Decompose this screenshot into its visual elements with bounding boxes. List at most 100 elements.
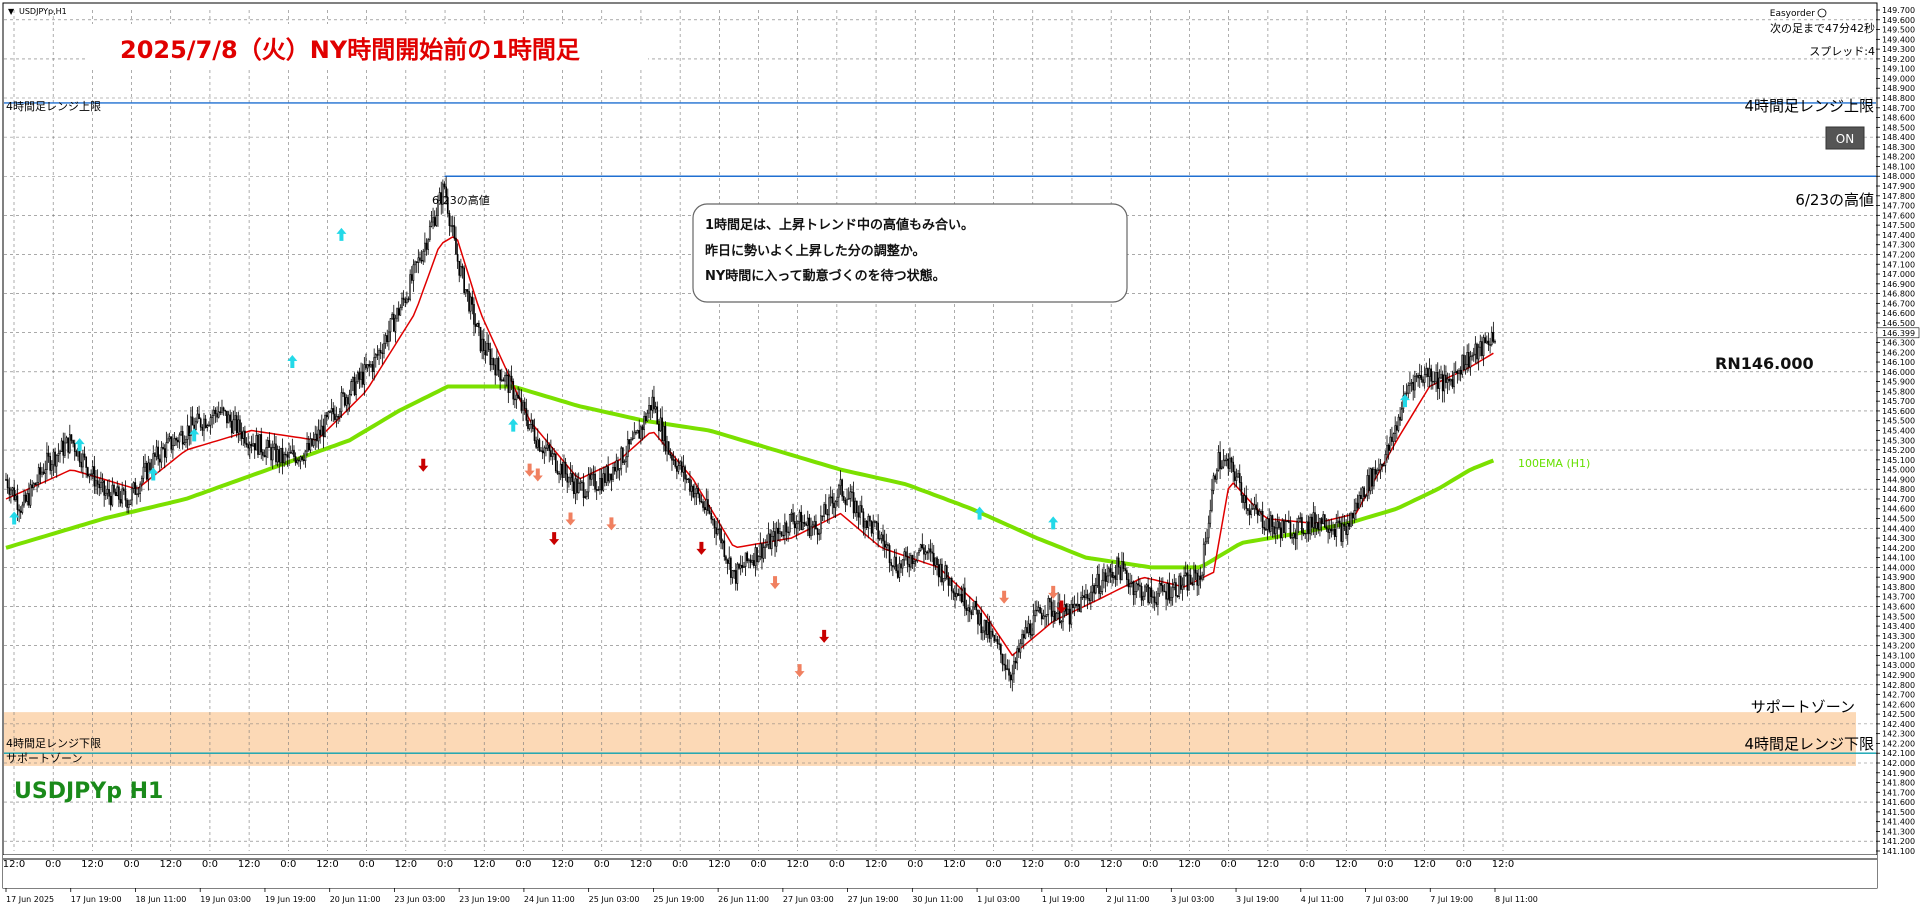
candle-body (1445, 374, 1447, 383)
candle-body (325, 414, 328, 418)
candle-body (610, 473, 613, 480)
candle-body (798, 511, 801, 522)
candle-body (698, 493, 701, 502)
candle-body (507, 374, 510, 393)
candle-body (605, 466, 608, 483)
hour-label: 0:0 (515, 859, 531, 870)
candle-body (792, 512, 794, 522)
y-tick-label: 144.000 (1882, 563, 1915, 572)
candle-body (1348, 522, 1351, 527)
candle-body (1337, 520, 1339, 523)
collapse-icon[interactable]: ▼ (8, 7, 15, 16)
candle-body (352, 377, 354, 382)
arrow-down-icon (1048, 585, 1059, 599)
candle-body (19, 510, 22, 513)
candle-body (983, 619, 986, 632)
candle-body (1070, 603, 1073, 625)
candle-body (1242, 494, 1244, 503)
sub-panel (3, 855, 1877, 888)
candle-body (525, 408, 528, 421)
candle-body (356, 372, 359, 383)
candle-body (1459, 369, 1462, 375)
candle-body (533, 428, 536, 441)
candle-body (870, 520, 873, 534)
candle-body (1081, 595, 1084, 598)
candle-body (293, 450, 295, 457)
candle-body (227, 414, 230, 424)
close-icon[interactable] (1817, 8, 1827, 18)
y-tick-label: 143.700 (1882, 593, 1915, 602)
candle-body (1289, 521, 1292, 539)
candle-body (222, 407, 225, 411)
candle-body (769, 533, 771, 549)
candle-body (1312, 512, 1315, 528)
candle-body (1052, 610, 1055, 617)
candle-body (569, 473, 572, 479)
candle-body (736, 563, 739, 584)
date-label: 1 Jul 03:00 (977, 895, 1020, 904)
candle-body (962, 587, 965, 603)
candle-body (484, 350, 487, 356)
candle-body (1034, 609, 1037, 616)
y-tick-label: 143.800 (1882, 583, 1915, 592)
candle-body (1255, 504, 1257, 511)
candle-body (1250, 508, 1253, 515)
headline: 2025/7/8（火）NY時間開始前の1時間足 (120, 36, 580, 64)
candle-body (690, 485, 693, 492)
candle-body (726, 559, 729, 564)
candle-body (131, 488, 133, 501)
candle-body (57, 453, 60, 456)
y-tick-label: 141.900 (1882, 769, 1915, 778)
y-tick-label: 145.200 (1882, 446, 1915, 455)
candle-body (1229, 457, 1231, 469)
candle-body (460, 265, 462, 276)
candle-body (1121, 561, 1123, 580)
candle-body (103, 480, 106, 496)
on-button[interactable] (1825, 126, 1865, 150)
candle-body (996, 639, 999, 645)
hour-label: 0:0 (359, 859, 375, 870)
support-zone-label-left: サポートゾーン (6, 752, 82, 765)
candle-body (1387, 444, 1390, 451)
candle-body (1090, 591, 1092, 601)
candle-body (158, 458, 161, 463)
candle-body (1440, 374, 1442, 379)
candle-body (972, 606, 974, 615)
candle-body (784, 522, 786, 536)
candle-body (1009, 674, 1012, 681)
candle-body (126, 499, 128, 508)
arrow-down-icon (770, 576, 781, 590)
candle-body (635, 431, 637, 434)
candle-body (199, 418, 202, 428)
candle-body (733, 570, 735, 572)
candle-body (1364, 495, 1367, 497)
window-title: USDJPYp,H1 (19, 7, 67, 16)
candle-body (60, 440, 63, 452)
candle-body (1036, 609, 1038, 612)
lower-range-label-left: 4時間足レンジ下限 (6, 737, 101, 750)
candle-body (579, 481, 582, 484)
candle-body (1333, 528, 1336, 537)
candle-body (1183, 575, 1185, 586)
y-tick-label: 147.000 (1882, 270, 1915, 279)
candle-body (824, 504, 827, 515)
candle-body (731, 570, 734, 578)
ema-100-path (5, 384, 1495, 570)
candle-body (273, 443, 276, 448)
candle-body (212, 409, 215, 417)
candle-body (527, 420, 529, 429)
candle-body (682, 466, 685, 473)
candle-body (1461, 354, 1464, 375)
hour-label: 12:0 (1100, 859, 1122, 870)
candle-body (538, 439, 541, 451)
candle-body (198, 413, 200, 420)
candle-body (1453, 372, 1455, 388)
candle-body (677, 465, 680, 472)
candle-body (1456, 370, 1459, 374)
candle-body (499, 369, 501, 381)
candle-body (420, 260, 423, 262)
candle-body (402, 297, 405, 300)
callout-line-3: NY時間に入って動意づくのを待つ状態。 (705, 268, 946, 284)
